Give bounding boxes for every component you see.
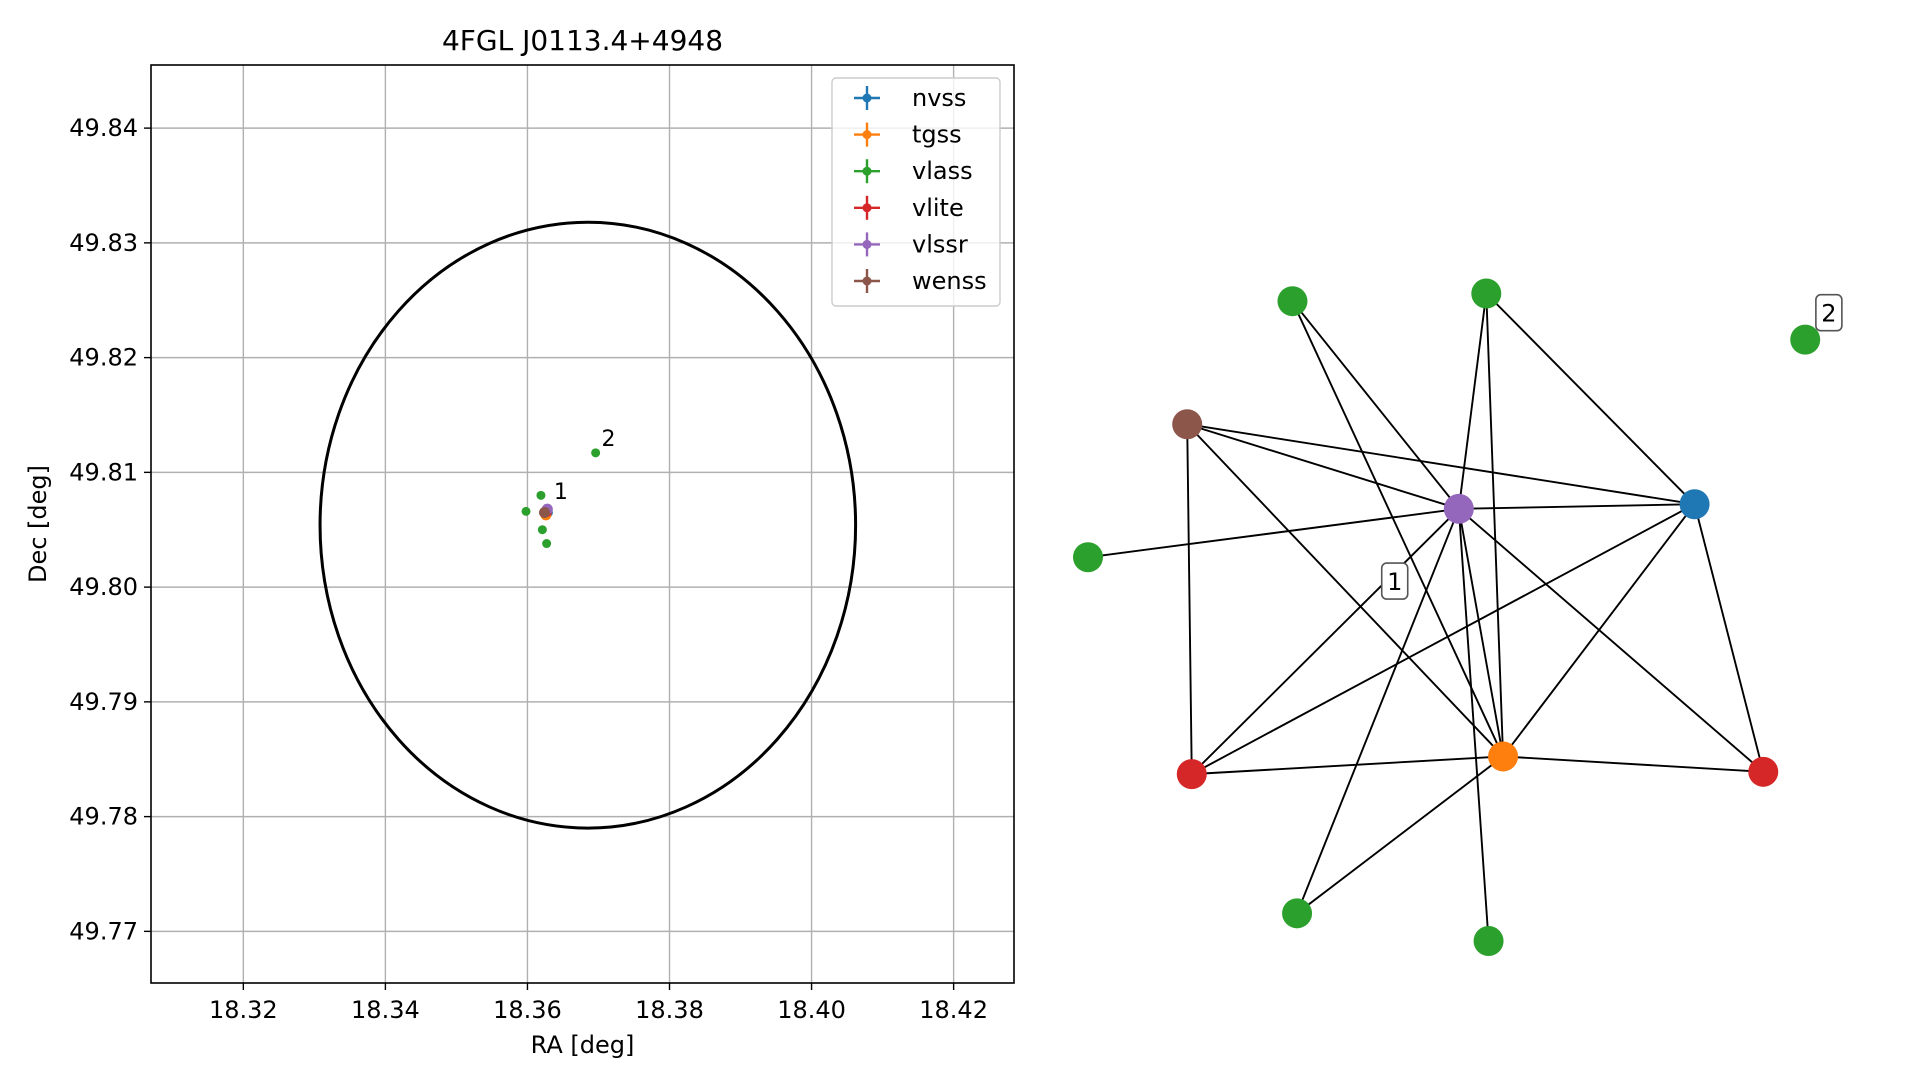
vlite-node (1176, 759, 1207, 790)
graph-edge (1485, 292, 1696, 505)
vlass-node (1282, 898, 1313, 929)
graph-edge (1296, 755, 1504, 915)
legend: nvss tgss vlass vlite vlssr wenss (831, 77, 1001, 307)
y-tick-label: 49.77 (69, 917, 138, 945)
y-tick-label: 49.80 (69, 573, 138, 601)
graph-edge (1693, 503, 1765, 773)
x-tick-label: 18.36 (493, 996, 562, 1024)
axes-frame (150, 64, 1015, 984)
graph-edge (1191, 503, 1696, 775)
legend-label: vlite (912, 194, 964, 222)
nvss-node (1679, 489, 1710, 520)
legend-marker-dot (862, 239, 872, 249)
x-axis-ticks: 18.32 18.34 18.36 18.38 18.40 18.42 (209, 983, 988, 1024)
legend-marker-dot (862, 276, 872, 286)
graph-edge (1291, 300, 1504, 757)
scatter-annotations: 12 (554, 427, 616, 505)
network-graph: 12 (1073, 278, 1843, 956)
vlass-point (536, 490, 546, 500)
legend-label: wenss (912, 267, 987, 295)
x-axis-label: RA [deg] (531, 1031, 635, 1059)
y-tick-label: 49.78 (69, 803, 138, 831)
legend-label: vlssr (912, 230, 968, 258)
x-tick-label: 18.34 (351, 996, 420, 1024)
graph-edge (1457, 508, 1505, 757)
scatter-annotation: 2 (601, 427, 615, 452)
graph-edge (1457, 508, 1490, 942)
graph-edge (1503, 755, 1764, 773)
vlass-point (542, 539, 552, 549)
graph-nodes (1073, 278, 1821, 956)
graph-annotation-box (1380, 562, 1409, 600)
graph-edge (1291, 300, 1460, 510)
scatter-panel: 12 18.32 18.34 18.36 18.38 18.40 18.42 49.774… (24, 24, 1015, 1059)
vlass-node (1790, 324, 1821, 355)
vlass-node (1277, 286, 1308, 317)
graph-edge (1457, 293, 1488, 509)
graph-edge (1191, 508, 1460, 775)
legend-marker-dot (862, 93, 872, 103)
x-tick-label: 18.38 (635, 996, 704, 1024)
graph-edge (1191, 755, 1504, 776)
graph-edge (1187, 423, 1695, 506)
legend-label: nvss (912, 84, 966, 112)
wenss-point (538, 507, 550, 519)
y-axis-label: Dec [deg] (24, 465, 52, 583)
x-tick-label: 18.40 (777, 996, 846, 1024)
legend-label: vlass (912, 157, 973, 185)
graph-edge (1458, 503, 1695, 510)
x-tick-label: 18.42 (919, 996, 988, 1024)
graph-edge (1186, 423, 1504, 758)
graph-edge (1485, 293, 1505, 757)
vlass-point (537, 525, 547, 535)
graph-edge (1186, 423, 1460, 510)
graph-edge (1186, 424, 1193, 775)
chart-title: 4FGL J0113.4+4948 (442, 24, 723, 57)
wenss-node (1172, 409, 1203, 440)
graph-edges (1087, 292, 1765, 942)
y-axis-ticks: 49.77 49.78 49.79 49.80 49.81 49.82 49.83 49.84 (69, 114, 151, 945)
graph-annotation-label: 1 (1387, 568, 1402, 596)
vlass-node (1471, 278, 1502, 309)
position-ellipse (318, 220, 858, 830)
y-tick-label: 49.84 (69, 114, 138, 142)
error-ellipse (318, 220, 858, 830)
legend-marker-dot (862, 130, 872, 140)
vlass-node (1473, 926, 1504, 956)
y-tick-label: 49.79 (69, 688, 138, 716)
vlite-node (1748, 756, 1779, 787)
graph-annotation-box (1815, 293, 1843, 332)
vlass-point (521, 506, 531, 516)
graph-edge (1087, 507, 1459, 559)
tgss-node (1488, 741, 1519, 772)
vlass-point (591, 448, 601, 458)
legend-marker-dot (862, 166, 872, 176)
legend-label: tgss (912, 121, 962, 149)
x-tick-label: 18.32 (209, 996, 278, 1024)
graph-edge (1502, 503, 1696, 758)
graph-annotations: 12 (1380, 293, 1843, 600)
scatter-points (521, 448, 601, 549)
legend-marker-dot (862, 203, 872, 213)
y-tick-label: 49.82 (69, 344, 138, 372)
graph-edge (1296, 508, 1460, 914)
vlass-node (1073, 542, 1103, 573)
y-tick-label: 49.81 (69, 458, 138, 486)
vlssr-node (1443, 493, 1474, 524)
graph-edge (1458, 508, 1764, 773)
y-tick-label: 49.83 (69, 229, 138, 257)
scatter-annotation: 1 (554, 480, 568, 505)
graph-annotation-label: 2 (1821, 300, 1836, 328)
